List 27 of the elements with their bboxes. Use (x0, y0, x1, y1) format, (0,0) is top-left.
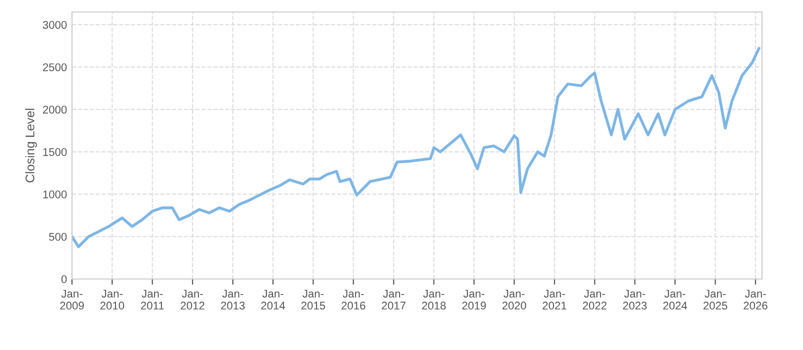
x-tick-label: Jan- 2021 (542, 290, 566, 310)
x-tick-label: Jan- 2010 (100, 290, 124, 310)
x-tick-label: Jan- 2009 (60, 290, 84, 310)
x-tick-label: Jan- 2022 (582, 290, 606, 310)
x-tick-label: Jan- 2026 (744, 290, 768, 310)
x-tick-label: Jan- 2025 (704, 290, 728, 310)
x-tick-label: Jan- 2016 (342, 290, 366, 310)
x-tick-label: Jan- 2012 (180, 290, 204, 310)
x-tick-label: Jan- 2014 (261, 290, 286, 310)
x-tick-label: Jan- 2024 (663, 290, 688, 310)
x-tick-label: Jan- 2023 (623, 290, 647, 310)
y-tick-label: 1500 (43, 148, 67, 156)
x-tick-label: Jan- 2019 (462, 290, 486, 310)
x-tick-label: Jan- 2015 (301, 290, 326, 310)
y-tick-label: 1000 (43, 190, 67, 198)
x-tick-label: Jan- 2020 (502, 290, 526, 310)
y-tick-label: 2500 (42, 63, 67, 72)
y-tick-label: 500 (49, 232, 67, 241)
y-tick-label: 2000 (42, 106, 67, 114)
x-tick-label: Jan- 2018 (422, 290, 446, 310)
y-axis-title: Closing Level (25, 108, 37, 182)
y-tick-label: 0 (61, 275, 67, 284)
x-tick-label: Jan- 2017 (382, 290, 406, 310)
y-tick-label: 3000 (42, 20, 67, 29)
x-tick-label: Jan- 2011 (140, 290, 164, 310)
line-series (72, 47, 760, 248)
x-tick-label: Jan- 2013 (221, 290, 245, 310)
